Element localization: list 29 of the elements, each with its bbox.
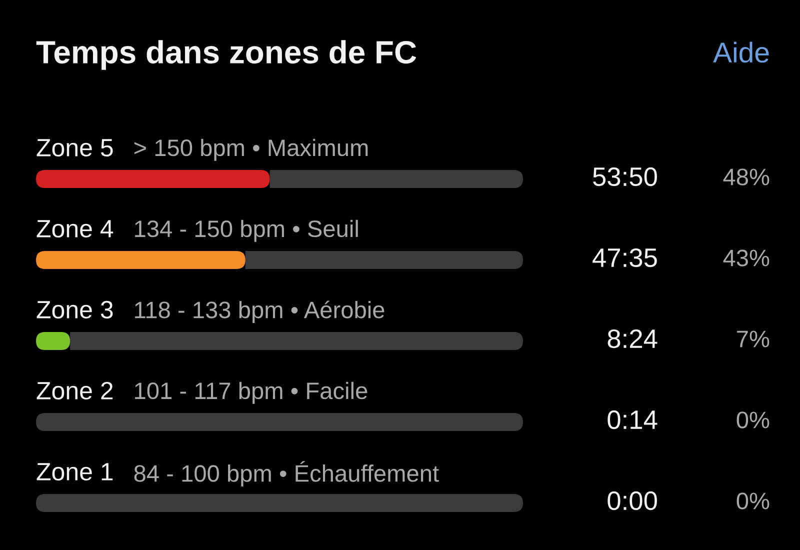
bar bbox=[36, 413, 523, 431]
data-label: 0% bbox=[736, 492, 770, 510]
bar bbox=[245, 251, 523, 269]
text: Aide bbox=[713, 42, 769, 63]
text: 8:24 bbox=[608, 329, 658, 348]
bar bbox=[36, 494, 523, 512]
data-label: 48% bbox=[723, 168, 770, 186]
text: 53:50 bbox=[593, 167, 657, 186]
bar bbox=[270, 170, 523, 188]
text: 0:14 bbox=[608, 410, 658, 430]
y-tick-label: Zone 2 bbox=[36, 382, 113, 400]
annotation: 118 - 133 bpm • Aérobie bbox=[135, 300, 384, 323]
bar bbox=[36, 251, 246, 269]
y-tick-label: Zone 3 bbox=[36, 300, 113, 319]
annotation: > 150 bpm • Maximum bbox=[134, 138, 368, 161]
data-label: 7% bbox=[737, 330, 770, 348]
text: 0:00 bbox=[608, 491, 657, 510]
data-label: 43% bbox=[723, 250, 770, 266]
bar bbox=[70, 332, 523, 350]
annotation: 134 - 150 bpm • Seuil bbox=[135, 220, 358, 242]
bar bbox=[36, 170, 270, 188]
annotation: 84 - 100 bpm • Échauffement bbox=[134, 461, 439, 487]
annotation: 101 - 117 bpm • Facile bbox=[135, 382, 368, 404]
data-label: 0% bbox=[736, 412, 770, 428]
y-tick-label: Zone 1 bbox=[36, 463, 113, 481]
chart-title: Temps dans zones de FC bbox=[36, 40, 416, 70]
y-tick-label: Zone 5 bbox=[36, 139, 113, 157]
y-tick-label: Zone 4 bbox=[36, 220, 114, 238]
text: 47:35 bbox=[592, 248, 657, 268]
